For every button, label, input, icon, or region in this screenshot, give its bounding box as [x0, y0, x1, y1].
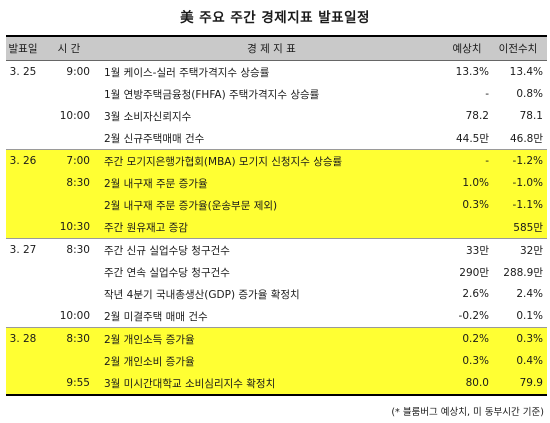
page-title: 美 주요 주간 경제지표 발표일정 — [180, 10, 370, 26]
previous-cell: 585만 — [513, 221, 543, 234]
time-cell: 10:00 — [59, 310, 90, 322]
previous-cell: 79.9 — [519, 377, 543, 389]
schedule-table: 발표일 시 간 경 제 지 표 예상치 이전수치 3. 25 9:00 1월 케이스… — [6, 35, 547, 396]
table-row: 3. 26 7:00 주간 모기지은행가협회(MBA) 모기지 신청지수 상승률 - -… — [6, 150, 547, 172]
time-cell: 8:30 — [66, 333, 90, 345]
indicator-cell: 주간 원유재고 증감 — [104, 221, 188, 234]
date-cell: 3. 27 — [9, 244, 37, 256]
indicator-cell: 3월 소비자신뢰지수 — [104, 110, 192, 123]
forecast-cell: 78.2 — [465, 110, 489, 122]
time-cell: 10:30 — [59, 221, 90, 233]
indicator-cell: 2월 내구재 주문 증가율 — [104, 177, 208, 190]
table-row: 3. 25 9:00 1월 케이스-실러 주택가격지수 상승률 13.3% 13.4% — [6, 61, 547, 83]
indicator-cell: 2월 개인소득 증가율 — [104, 333, 195, 346]
forecast-cell: - — [485, 88, 489, 100]
forecast-cell: 33만 — [465, 244, 489, 257]
table-row: 작년 4분기 국내총생산(GDP) 증가율 확정치 2.6% 2.4% — [6, 283, 547, 305]
header-time: 시 간 — [57, 43, 81, 55]
table-row: 1월 연방주택금융청(FHFA) 주택가격지수 상승률 - 0.8% — [6, 83, 547, 105]
previous-cell: 46.8만 — [509, 132, 543, 145]
forecast-cell: 2.6% — [462, 288, 489, 300]
indicator-cell: 1월 케이스-실러 주택가격지수 상승률 — [104, 66, 270, 79]
table-row: 10:30 주간 원유재고 증감 585만 — [6, 216, 547, 238]
previous-cell: 0.3% — [516, 333, 543, 345]
forecast-cell: 0.3% — [462, 355, 489, 367]
time-cell: 9:00 — [66, 66, 90, 78]
indicator-cell: 2월 내구재 주문 증가율(운송부문 제외) — [104, 199, 278, 212]
table-row: 8:30 2월 내구재 주문 증가율 1.0% -1.0% — [6, 172, 547, 194]
forecast-cell: 0.3% — [462, 199, 489, 211]
indicator-cell: 주간 연속 실업수당 청구건수 — [104, 266, 230, 279]
previous-cell: 32만 — [519, 244, 543, 257]
header-date: 발표일 — [8, 43, 38, 55]
table-body: 3. 25 9:00 1월 케이스-실러 주택가격지수 상승률 13.3% 13.4% 1… — [6, 61, 547, 396]
date-cell: 3. 26 — [9, 155, 37, 167]
forecast-cell: 13.3% — [455, 66, 489, 78]
previous-cell: -1.2% — [512, 155, 543, 167]
footnote: (* 블룸버그 예상치, 미 동부시간 기준) — [391, 407, 544, 418]
indicator-cell: 1월 연방주택금융청(FHFA) 주택가격지수 상승률 — [104, 88, 320, 101]
table-row: 3. 27 8:30 주간 신규 실업수당 청구건수 33만 32만 — [6, 239, 547, 261]
indicator-cell: 2월 개인소비 증가율 — [104, 355, 195, 368]
table-row: 2월 신규주택매매 건수 44.5만 46.8만 — [6, 127, 547, 149]
table-row: 2월 개인소비 증가율 0.3% 0.4% — [6, 350, 547, 372]
forecast-cell: 80.0 — [465, 377, 489, 389]
previous-cell: 0.4% — [516, 355, 543, 367]
indicator-cell: 2월 미결주택 매매 건수 — [104, 310, 208, 323]
indicator-cell: 주간 모기지은행가협회(MBA) 모기지 신청지수 상승률 — [104, 155, 343, 168]
time-cell: 7:00 — [66, 155, 90, 167]
forecast-cell: 1.0% — [462, 177, 489, 189]
previous-cell: 13.4% — [509, 66, 543, 78]
date-group: 3. 28 8:30 2월 개인소득 증가율 0.2% 0.3% 2월 개인소비 증가율 0… — [6, 328, 547, 396]
table-row: 주간 연속 실업수당 청구건수 290만 288.9만 — [6, 261, 547, 283]
header-indicator: 경 제 지 표 — [247, 43, 296, 55]
time-cell: 10:00 — [59, 110, 90, 122]
previous-cell: 78.1 — [519, 110, 543, 122]
previous-cell: 0.1% — [516, 310, 543, 322]
previous-cell: -1.0% — [512, 177, 543, 189]
previous-cell: 0.8% — [516, 88, 543, 100]
time-cell: 8:30 — [66, 177, 90, 189]
indicator-cell: 3월 미시간대학교 소비심리지수 확정치 — [104, 377, 276, 390]
table-row: 10:00 3월 소비자신뢰지수 78.2 78.1 — [6, 105, 547, 127]
table-header: 발표일 시 간 경 제 지 표 예상치 이전수치 — [6, 35, 547, 61]
previous-cell: 2.4% — [516, 288, 543, 300]
previous-cell: -1.1% — [512, 199, 543, 211]
forecast-cell: 44.5만 — [455, 132, 489, 145]
header-forecast: 예상치 — [452, 43, 482, 55]
time-cell: 9:55 — [66, 377, 90, 389]
forecast-cell: - — [485, 155, 489, 167]
date-group: 3. 25 9:00 1월 케이스-실러 주택가격지수 상승률 13.3% 13.4% 1… — [6, 61, 547, 150]
table-row: 10:00 2월 미결주택 매매 건수 -0.2% 0.1% — [6, 305, 547, 327]
date-cell: 3. 25 — [9, 66, 37, 78]
forecast-cell: -0.2% — [458, 310, 489, 322]
indicator-cell: 주간 신규 실업수당 청구건수 — [104, 244, 230, 257]
header-previous: 이전수치 — [498, 43, 538, 55]
date-group: 3. 26 7:00 주간 모기지은행가협회(MBA) 모기지 신청지수 상승률 - -… — [6, 150, 547, 239]
indicator-cell: 작년 4분기 국내총생산(GDP) 증가율 확정치 — [104, 288, 300, 301]
table-row: 2월 내구재 주문 증가율(운송부문 제외) 0.3% -1.1% — [6, 194, 547, 216]
forecast-cell: 290만 — [459, 266, 489, 279]
table-row: 9:55 3월 미시간대학교 소비심리지수 확정치 80.0 79.9 — [6, 372, 547, 394]
previous-cell: 288.9만 — [503, 266, 543, 279]
time-cell: 8:30 — [66, 244, 90, 256]
table-row: 3. 28 8:30 2월 개인소득 증가율 0.2% 0.3% — [6, 328, 547, 350]
indicator-cell: 2월 신규주택매매 건수 — [104, 132, 205, 145]
forecast-cell: 0.2% — [462, 333, 489, 345]
date-cell: 3. 28 — [9, 333, 37, 345]
